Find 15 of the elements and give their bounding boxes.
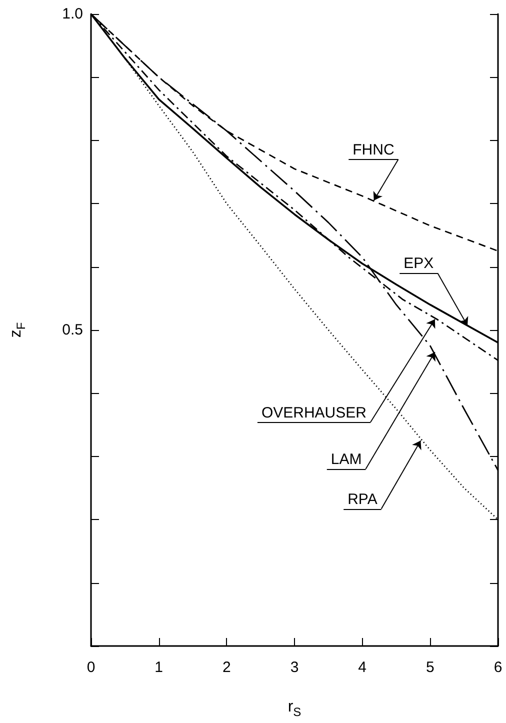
x-tick-label: 1	[154, 659, 164, 676]
annotation: RPA	[348, 490, 378, 508]
annotation: LAM	[330, 451, 362, 468]
annotation: OVERHAUSER	[261, 404, 367, 422]
y-tick-label: 0.5	[62, 322, 83, 338]
x-tick-label: 5	[426, 659, 434, 676]
annotation: EPX	[404, 255, 434, 272]
annotation: FHNC	[352, 141, 394, 158]
y-axis-title: zF	[8, 322, 28, 338]
y-tick-label: 1.0	[62, 6, 83, 22]
x-tick-label: 4	[358, 659, 367, 676]
x-tick-label: 0	[86, 659, 96, 676]
x-tick-label: 2	[222, 659, 231, 676]
x-tick-label: 3	[290, 659, 299, 676]
x-tick-label: 6	[494, 659, 502, 676]
